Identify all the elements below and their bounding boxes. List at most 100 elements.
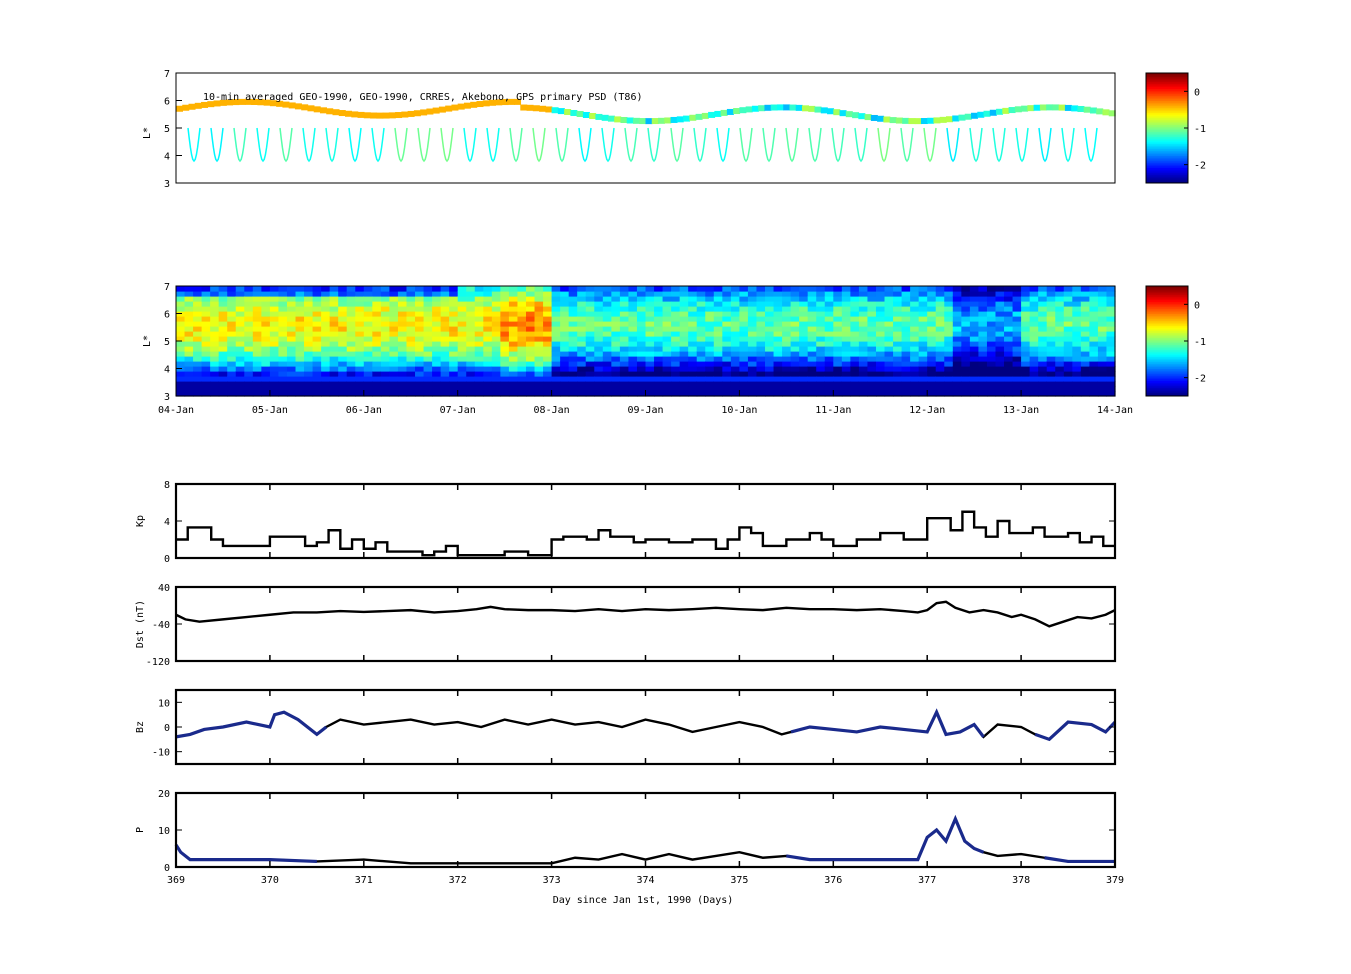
psd-cell <box>816 286 826 292</box>
psd-cell <box>295 321 305 327</box>
psd-cell <box>858 296 869 302</box>
psd-cell <box>278 376 288 382</box>
psd-cell <box>560 316 570 322</box>
psd-cell <box>500 356 510 362</box>
psd-cell <box>1029 336 1039 342</box>
psd-cell <box>244 336 254 342</box>
psd-cell <box>875 286 886 292</box>
psd-cell <box>1055 291 1065 297</box>
psd-cell <box>218 356 228 362</box>
psd-obs-pass <box>486 127 500 163</box>
colorbar-segment <box>1146 286 1188 289</box>
psd-cell <box>730 301 740 307</box>
psd-cell <box>449 361 459 367</box>
psd-cell <box>278 356 288 362</box>
psd-cell <box>713 336 723 342</box>
psd-cell <box>201 371 211 377</box>
psd-cell <box>705 311 715 317</box>
psd-cell <box>1021 346 1031 352</box>
psd-cell <box>329 326 339 332</box>
psd-cell <box>671 316 681 322</box>
psd-cell <box>508 391 519 397</box>
psd-cell <box>483 321 493 327</box>
psd-cell <box>466 356 476 362</box>
psd-cell <box>1055 331 1065 337</box>
colorbar-segment <box>1146 373 1188 376</box>
psd-cell <box>483 306 493 312</box>
psd-cell <box>1055 286 1065 292</box>
psd-cell <box>713 381 723 387</box>
psd-cell <box>235 321 245 327</box>
colorbar-segment <box>1146 327 1188 330</box>
psd-cell <box>389 361 399 367</box>
psd-cell <box>176 336 186 342</box>
psd-cell <box>1106 371 1116 377</box>
psd-cell <box>423 376 433 382</box>
psd-cell <box>790 286 800 292</box>
psd-cell <box>765 321 775 327</box>
psd-cell <box>696 326 706 332</box>
bz-highlight-segment <box>1034 720 1117 742</box>
psd-cell <box>585 286 595 292</box>
psd-cell <box>372 356 382 362</box>
psd-cell <box>568 296 578 302</box>
psd-cell <box>1089 371 1099 377</box>
psd-cell <box>935 316 945 322</box>
psd-obs-point <box>1039 104 1047 111</box>
psd-cell <box>773 371 783 377</box>
psd-cell <box>483 296 493 302</box>
psd-cell <box>935 341 945 347</box>
psd-cell <box>483 381 493 387</box>
psd-cell <box>978 321 988 327</box>
psd-cell <box>338 311 348 317</box>
psd-cell <box>645 306 655 312</box>
psd-cell <box>875 311 886 317</box>
colorbar-segment <box>1146 114 1188 117</box>
psd-cell <box>679 306 689 312</box>
psd-cell <box>525 336 536 342</box>
psd-cell <box>756 366 766 372</box>
psd-cell <box>807 301 817 307</box>
colorbar-segment <box>1146 359 1188 363</box>
psd-cell <box>619 336 630 342</box>
psd-cell <box>1080 376 1090 382</box>
psd-cell <box>858 351 869 357</box>
psd-cell <box>875 371 886 377</box>
psd-cell <box>747 391 758 397</box>
psd-cell <box>286 326 297 332</box>
psd-cell <box>577 286 587 292</box>
psd-cell <box>269 391 280 397</box>
psd-cell <box>884 351 894 357</box>
psd-cell <box>1012 301 1022 307</box>
psd-cell <box>577 341 587 347</box>
psd-cell <box>884 376 894 382</box>
psd-cell <box>312 316 322 322</box>
psd-cell <box>799 291 809 297</box>
psd-cell <box>756 296 766 302</box>
psd-cell <box>1004 381 1014 387</box>
psd-obs-point <box>1089 107 1097 114</box>
colorbar-segment <box>1146 298 1188 301</box>
psd-cell <box>816 306 826 312</box>
psd-cell <box>440 316 450 322</box>
psd-cell <box>978 391 988 397</box>
psd-cell <box>969 346 980 352</box>
psd-cell <box>1038 306 1048 312</box>
psd-obs-point <box>376 112 384 119</box>
psd-cell <box>782 361 792 367</box>
psd-obs-point <box>1083 106 1091 113</box>
psd-cell <box>397 296 408 302</box>
psd-cell <box>261 361 271 367</box>
psd-cell <box>765 291 775 297</box>
psd-cell <box>628 381 638 387</box>
psd-cell <box>602 366 612 372</box>
psd-cell <box>713 376 723 382</box>
psd-cell <box>722 301 732 307</box>
colorbar-segment <box>1146 306 1188 309</box>
psd-cell <box>619 381 630 387</box>
psd-cell <box>671 301 681 307</box>
psd-cell <box>210 291 220 297</box>
psd-cell <box>850 371 860 377</box>
psd-cell <box>525 371 536 377</box>
psd-cell <box>722 356 732 362</box>
